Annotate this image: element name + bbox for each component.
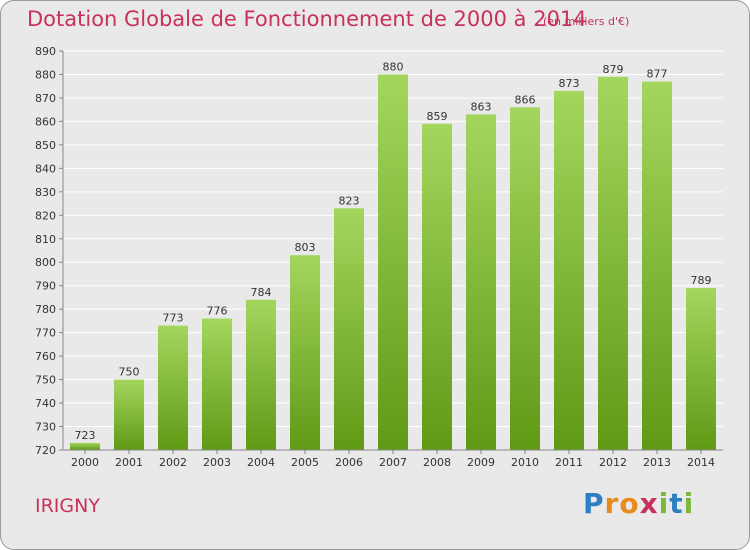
proxiti-logo: Proxiti xyxy=(583,487,694,520)
y-tick-label: 890 xyxy=(35,45,56,58)
y-tick-label: 760 xyxy=(35,350,56,363)
y-tick-label: 870 xyxy=(35,92,56,105)
x-axis: 2000 2001 2002 2003 2004 2005 2006 2007 2008 2009… xyxy=(63,449,723,469)
bar xyxy=(422,123,452,451)
data-label: 879 xyxy=(603,63,624,76)
city-name: IRIGNY xyxy=(35,495,100,517)
x-tick-label: 2009 xyxy=(467,456,495,469)
bar xyxy=(642,81,672,450)
chart-title: Dotation Globale de Fonctionnement de 20… xyxy=(27,7,587,31)
data-label: 859 xyxy=(427,110,448,123)
data-label: 723 xyxy=(75,429,96,442)
logo-letter: t xyxy=(669,487,684,520)
y-tick-label: 720 xyxy=(35,444,56,457)
data-label: 803 xyxy=(295,241,316,254)
bar xyxy=(114,379,144,450)
bar xyxy=(70,442,100,450)
y-tick-label: 780 xyxy=(35,303,56,316)
bar xyxy=(598,76,628,450)
x-tick-label: 2006 xyxy=(335,456,363,469)
y-tick-label: 730 xyxy=(35,421,56,434)
bar xyxy=(246,299,276,450)
bars xyxy=(70,74,716,451)
y-tick-label: 800 xyxy=(35,256,56,269)
x-tick-label: 2013 xyxy=(643,456,671,469)
bar xyxy=(158,325,188,450)
logo-letter: i xyxy=(658,487,670,520)
data-label: 776 xyxy=(207,305,228,318)
y-tick-label: 830 xyxy=(35,186,56,199)
logo-letter: x xyxy=(639,487,659,520)
x-tick-label: 2004 xyxy=(247,456,275,469)
logo-letter: r xyxy=(604,487,620,520)
y-tick-label: 820 xyxy=(35,209,56,222)
data-label: 880 xyxy=(383,60,404,73)
x-tick-label: 2012 xyxy=(599,456,627,469)
y-tick-label: 770 xyxy=(35,327,56,340)
y-tick-label: 850 xyxy=(35,139,56,152)
bar xyxy=(334,208,364,450)
x-tick-label: 2011 xyxy=(555,456,583,469)
data-label: 773 xyxy=(163,312,184,325)
x-tick-label: 2014 xyxy=(687,456,715,469)
data-label: 866 xyxy=(515,93,536,106)
data-label: 863 xyxy=(471,100,492,113)
bar xyxy=(202,318,232,450)
bar xyxy=(378,74,408,451)
y-tick-label: 740 xyxy=(35,397,56,410)
y-tick-label: 750 xyxy=(35,374,56,387)
y-axis: 720 730 740 750 760 770 780 790 800 810 820 830 840 8… xyxy=(35,45,64,457)
y-tick-label: 840 xyxy=(35,162,56,175)
bar xyxy=(510,107,540,451)
x-tick-label: 2005 xyxy=(291,456,319,469)
x-tick-label: 2010 xyxy=(511,456,539,469)
chart-subtitle: (en milliers d'€) xyxy=(543,15,630,28)
y-tick-label: 790 xyxy=(35,280,56,293)
logo-letter: i xyxy=(683,487,695,520)
x-tick-label: 2000 xyxy=(71,456,99,469)
logo-letter: P xyxy=(583,487,605,520)
data-label: 784 xyxy=(251,286,272,299)
logo-letter: o xyxy=(619,487,640,520)
y-tick-label: 810 xyxy=(35,233,56,246)
bar xyxy=(554,90,584,451)
data-label: 750 xyxy=(119,366,140,379)
data-labels: 723 750 773 776 784 803 823 880 859 863 866 873 879 8… xyxy=(75,60,712,441)
x-tick-label: 2002 xyxy=(159,456,187,469)
x-tick-label: 2001 xyxy=(115,456,143,469)
y-tick-label: 880 xyxy=(35,68,56,81)
bar xyxy=(686,288,716,450)
x-tick-label: 2008 xyxy=(423,456,451,469)
data-label: 877 xyxy=(647,68,668,81)
x-tick-label: 2003 xyxy=(203,456,231,469)
data-label: 873 xyxy=(559,77,580,90)
bar xyxy=(290,255,320,450)
bar xyxy=(466,114,496,450)
y-tick-label: 860 xyxy=(35,115,56,128)
data-label: 823 xyxy=(339,194,360,207)
data-label: 789 xyxy=(691,274,712,287)
x-tick-label: 2007 xyxy=(379,456,407,469)
